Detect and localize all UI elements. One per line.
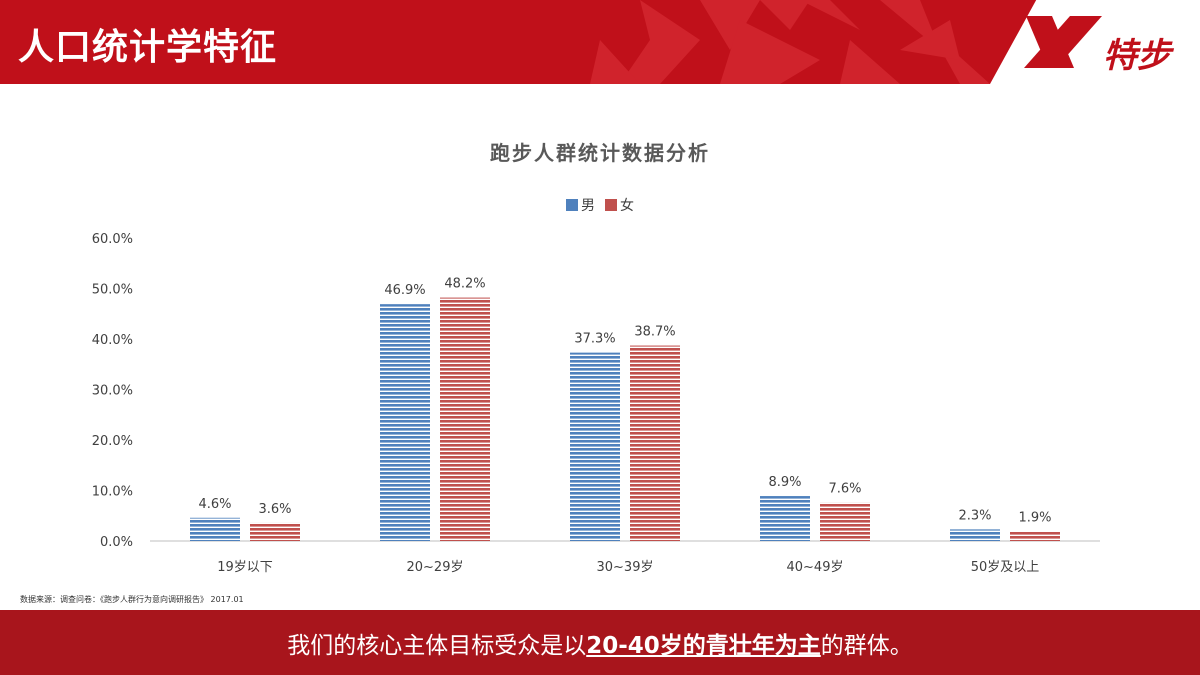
xtep-x-logo-icon bbox=[1024, 16, 1102, 68]
header-pattern bbox=[590, 0, 990, 84]
data-label-male: 37.3% bbox=[574, 332, 615, 347]
legend-swatch-female bbox=[605, 199, 617, 211]
data-label-female: 3.6% bbox=[258, 502, 291, 517]
bar-female bbox=[440, 297, 490, 541]
bar-male bbox=[190, 517, 240, 541]
legend-swatch-male bbox=[566, 199, 578, 211]
bar-chart: 0.0% 10.0% 20.0% 30.0% 40.0% 50.0% 60.0% 4.6% 3.… bbox=[92, 232, 1100, 575]
footer-bar: 我们的核心主体目标受众是以20-40岁的青壮年为主的群体。 bbox=[0, 610, 1200, 675]
y-tick-label: 40.0% bbox=[92, 333, 133, 348]
x-category-label: 20~29岁 bbox=[407, 560, 464, 575]
bar-female bbox=[1010, 531, 1060, 541]
legend-label-male: 男 bbox=[581, 198, 595, 214]
x-category-label: 40~49岁 bbox=[787, 560, 844, 575]
bar-male bbox=[570, 352, 620, 541]
footer-emphasis: 20-40岁的青壮年为主 bbox=[586, 632, 821, 659]
data-label-male: 8.9% bbox=[768, 475, 801, 490]
chart-title: 跑步人群统计数据分析 bbox=[490, 141, 710, 165]
source-note: 数据来源：调查问卷：《跑步人群行为意向调研报告》 2017.01 bbox=[20, 595, 244, 604]
data-label-female: 38.7% bbox=[634, 325, 675, 340]
footer-message: 我们的核心主体目标受众是以20-40岁的青壮年为主的群体。 bbox=[287, 626, 913, 660]
y-tick-label: 30.0% bbox=[92, 384, 133, 399]
y-tick-label: 0.0% bbox=[100, 535, 133, 550]
x-category-label: 19岁以下 bbox=[217, 560, 273, 575]
data-label-male: 4.6% bbox=[198, 497, 231, 512]
x-category-label: 50岁及以上 bbox=[971, 560, 1040, 575]
slide-title: 人口统计学特征 bbox=[18, 27, 278, 68]
bar-male bbox=[950, 529, 1000, 541]
logo-text: 特步 bbox=[1103, 36, 1171, 76]
data-label-female: 1.9% bbox=[1018, 510, 1051, 525]
legend-label-female: 女 bbox=[620, 198, 634, 214]
data-label-female: 48.2% bbox=[444, 277, 485, 292]
y-tick-label: 20.0% bbox=[92, 434, 133, 449]
footer-prefix: 我们的核心主体目标受众是以 bbox=[287, 632, 587, 659]
data-label-female: 7.6% bbox=[828, 482, 861, 497]
data-label-male: 46.9% bbox=[384, 283, 425, 298]
y-tick-label: 60.0% bbox=[92, 232, 133, 247]
x-category-label: 30~39岁 bbox=[597, 560, 654, 575]
legend-item-female: 女 bbox=[605, 195, 634, 215]
chart-legend: 男 女 bbox=[0, 195, 1200, 215]
bar-female bbox=[630, 345, 680, 541]
y-tick-label: 10.0% bbox=[92, 485, 133, 500]
bar-male bbox=[380, 304, 430, 541]
data-label-male: 2.3% bbox=[958, 508, 991, 523]
bar-female bbox=[250, 522, 300, 541]
bar-male bbox=[760, 496, 810, 541]
footer-suffix: 的群体。 bbox=[820, 632, 913, 659]
y-tick-label: 50.0% bbox=[92, 283, 133, 298]
bar-female bbox=[820, 502, 870, 541]
legend-item-male: 男 bbox=[566, 195, 595, 215]
header-bar: 人口统计学特征 特步 bbox=[0, 0, 1200, 84]
